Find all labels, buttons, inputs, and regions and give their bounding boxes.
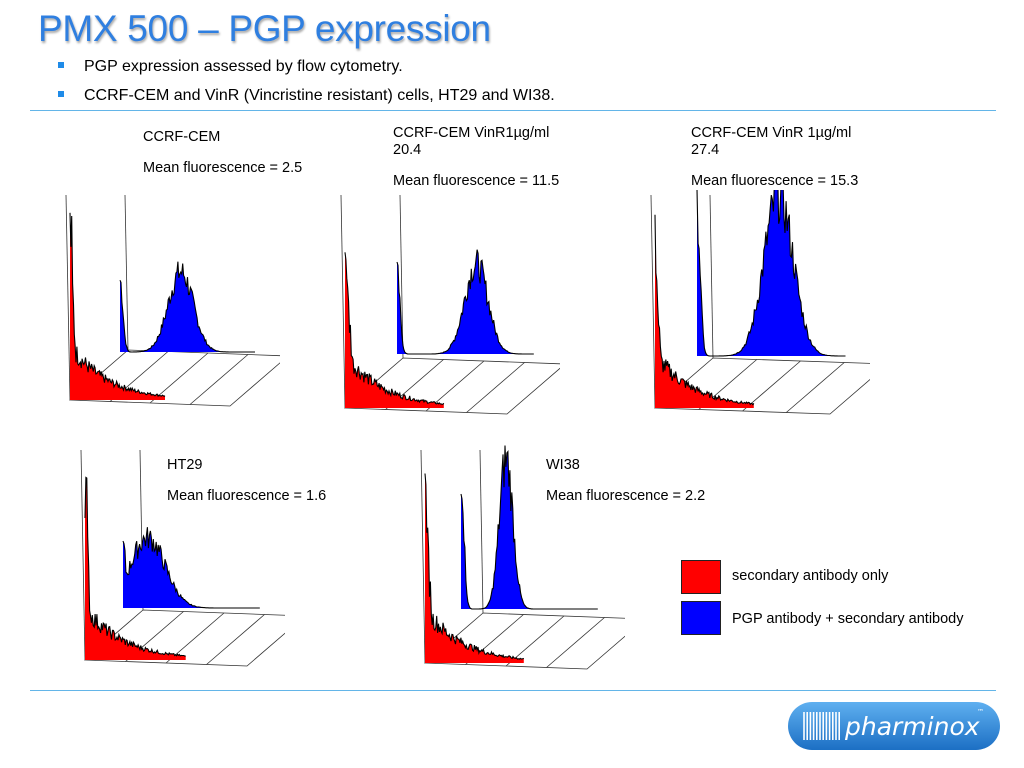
panel-caption: WI38 Mean fluorescence = 2.2 [546,457,705,505]
panel-caption: CCRF-CEM VinR1µg/ml 20.4 Mean fluorescen… [393,125,559,190]
histogram-wi38 [420,445,625,670]
top-divider [30,110,996,111]
histogram-ht29 [80,449,285,667]
square-bullet-icon [58,62,64,68]
panel-mean-fluorescence: Mean fluorescence = 1.6 [167,488,327,504]
panel-label: HT29 [167,457,203,473]
panel-mean-fluorescence: Mean fluorescence = 11.5 [393,173,560,189]
panel-label: CCRF-CEM [143,129,221,145]
panel-label-line2: 20.4 [393,142,422,158]
panel-label-line2: 27.4 [691,142,720,158]
panel-caption: HT29 Mean fluorescence = 1.6 [167,457,326,505]
bullet-item: PGP expression assessed by flow cytometr… [58,57,555,76]
square-bullet-icon [58,91,64,97]
legend-label: PGP antibody + secondary antibody [732,611,964,627]
legend-swatch-blue [681,601,721,635]
histogram-ccrf-cem-vinr-27 [650,190,870,415]
bullet-list: PGP expression assessed by flow cytometr… [58,57,555,115]
legend-swatch-red [681,560,721,594]
panel-label: CCRF-CEM VinR 1µg/ml [691,125,852,141]
panel-mean-fluorescence: Mean fluorescence = 15.3 [691,173,859,189]
panel-label: WI38 [546,457,580,473]
bullet-item: CCRF-CEM and VinR (Vincristine resistant… [58,86,555,105]
histogram-ccrf-cem [65,194,280,407]
panel-mean-fluorescence: Mean fluorescence = 2.5 [143,160,303,176]
panel-mean-fluorescence: Mean fluorescence = 2.2 [546,488,706,504]
panel-caption: CCRF-CEM VinR 1µg/ml 27.4 Mean fluoresce… [691,125,858,190]
slide-title: PMX 500 – PGP expression [38,8,491,49]
logo-text: pharminox [844,712,980,741]
bottom-divider [30,690,996,691]
histogram-ccrf-cem-vinr-20 [340,194,560,415]
legend-label: secondary antibody only [732,568,889,584]
bullet-text: PGP expression assessed by flow cytometr… [84,58,403,75]
panel-caption: CCRF-CEM Mean fluorescence = 2.5 [143,129,302,177]
bullet-text: CCRF-CEM and VinR (Vincristine resistant… [84,87,555,104]
pharminox-logo: pharminox ™ [770,697,1010,757]
trademark-mark: ™ [977,708,984,716]
panel-label: CCRF-CEM VinR1µg/ml [393,125,550,141]
logo-graphic: pharminox ™ [788,702,1000,750]
